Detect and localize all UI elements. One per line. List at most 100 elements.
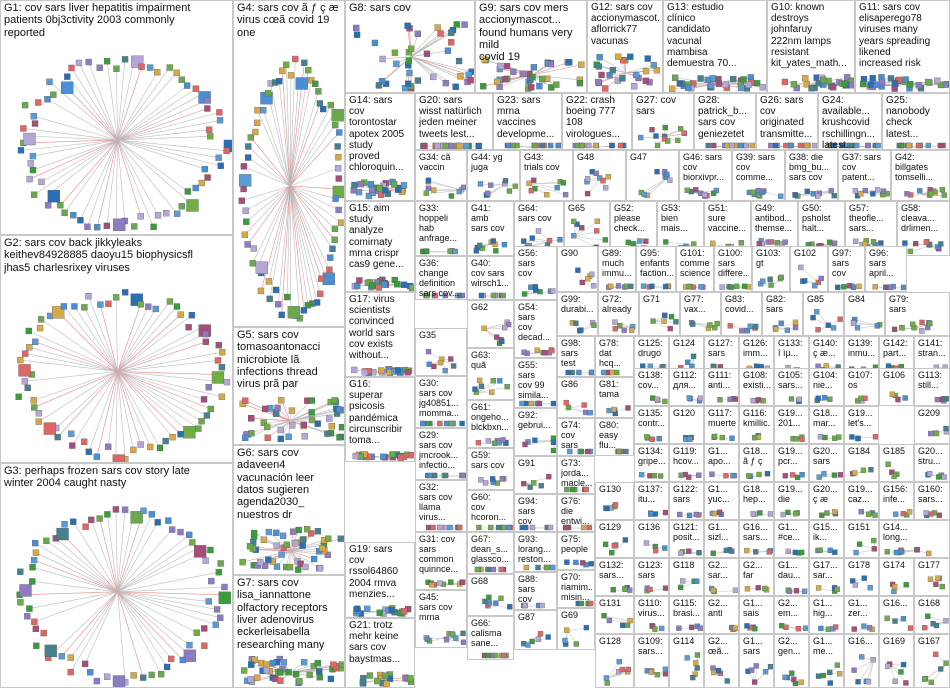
node-avatar[interactable] [112, 294, 120, 301]
group-g95[interactable]: G95: enfants faction... [636, 246, 676, 292]
node-avatar[interactable] [401, 608, 408, 615]
group-g61[interactable]: G61: ongeho... blckbxn... [467, 400, 514, 448]
group-g104[interactable]: G104: nie... [809, 368, 844, 406]
node-avatar[interactable] [596, 54, 603, 61]
node-avatar[interactable] [662, 671, 668, 677]
node-avatar[interactable] [750, 398, 756, 404]
node-avatar[interactable] [925, 613, 931, 619]
node-avatar[interactable] [557, 237, 563, 243]
node-avatar[interactable] [300, 307, 308, 314]
node-avatar[interactable] [836, 434, 842, 440]
node-avatar[interactable] [697, 395, 703, 401]
node-avatar[interactable] [571, 218, 577, 225]
node-avatar[interactable] [505, 142, 511, 149]
node-avatar[interactable] [264, 89, 272, 97]
node-avatar[interactable] [612, 326, 618, 332]
node-avatar[interactable] [357, 180, 364, 188]
group-g127[interactable]: G127: sars [704, 336, 739, 377]
group-g120[interactable]: G120 [669, 406, 704, 444]
node-avatar[interactable] [442, 142, 449, 149]
node-avatar[interactable] [729, 548, 735, 554]
node-avatar[interactable] [248, 430, 255, 437]
node-avatar[interactable] [432, 292, 438, 299]
node-avatar[interactable] [283, 61, 290, 68]
node-avatar[interactable] [654, 142, 661, 149]
node-avatar[interactable] [521, 291, 528, 297]
node-avatar[interactable] [802, 625, 808, 631]
node-avatar[interactable] [841, 80, 848, 87]
node-avatar[interactable] [502, 178, 509, 184]
node-avatar[interactable] [848, 82, 854, 89]
node-avatar[interactable] [44, 202, 52, 209]
group-g79[interactable]: G79: sars [885, 292, 950, 336]
node-avatar[interactable] [727, 323, 733, 329]
node-avatar[interactable] [728, 284, 734, 290]
node-avatar[interactable] [616, 448, 622, 455]
node-avatar[interactable] [368, 186, 376, 193]
node-avatar[interactable] [738, 240, 744, 246]
node-avatar[interactable] [529, 638, 535, 645]
node-avatar[interactable] [249, 260, 256, 267]
group-g48[interactable]: G48 [573, 150, 626, 201]
group-g100[interactable]: G100: sars differe... [714, 246, 752, 292]
node-avatar[interactable] [192, 184, 199, 192]
group-g13[interactable]: G13: estudio clínico candidato vacunal m… [663, 0, 767, 93]
node-avatar[interactable] [766, 549, 772, 555]
node-avatar[interactable] [502, 325, 508, 331]
node-avatar[interactable] [578, 327, 584, 333]
node-avatar[interactable] [853, 549, 859, 556]
node-avatar[interactable] [318, 275, 325, 282]
node-avatar[interactable] [821, 395, 828, 401]
node-avatar[interactable] [44, 96, 51, 103]
node-avatar[interactable] [835, 284, 841, 290]
group-g5[interactable]: G5: sars cov tomasoantonacci microbiote … [233, 327, 345, 445]
node-avatar[interactable] [651, 473, 657, 479]
node-avatar[interactable] [760, 278, 766, 284]
group-g75[interactable]: G75: people [557, 532, 595, 570]
node-avatar[interactable] [380, 453, 387, 460]
node-avatar[interactable] [223, 139, 232, 153]
node-avatar[interactable] [193, 629, 200, 636]
node-avatar[interactable] [539, 142, 545, 149]
node-avatar[interactable] [569, 486, 576, 493]
node-avatar[interactable] [521, 349, 527, 355]
node-avatar[interactable] [906, 142, 912, 149]
node-avatar[interactable] [35, 99, 42, 106]
node-avatar[interactable] [782, 674, 788, 680]
node-avatar[interactable] [383, 680, 390, 687]
node-avatar[interactable] [423, 248, 430, 254]
node-avatar[interactable] [437, 30, 444, 37]
node-avatar[interactable] [519, 524, 525, 531]
node-avatar[interactable] [820, 672, 826, 679]
node-avatar[interactable] [493, 652, 499, 659]
node-avatar[interactable] [17, 147, 25, 154]
node-avatar[interactable] [583, 486, 589, 493]
group-g121[interactable]: G121: posit... [669, 520, 704, 558]
node-avatar[interactable] [336, 434, 343, 441]
node-avatar[interactable] [301, 433, 308, 440]
node-avatar[interactable] [923, 510, 929, 516]
node-avatar[interactable] [560, 180, 567, 186]
node-avatar[interactable] [254, 674, 261, 681]
node-avatar[interactable] [804, 142, 810, 149]
node-avatar[interactable] [325, 535, 332, 542]
group-g108[interactable]: G108: existi... [739, 368, 774, 406]
node-avatar[interactable] [799, 436, 805, 443]
node-avatar[interactable] [562, 637, 568, 644]
node-avatar[interactable] [567, 448, 573, 455]
node-avatar[interactable] [273, 563, 281, 570]
node-avatar[interactable] [654, 672, 661, 678]
node-avatar[interactable] [527, 76, 534, 84]
node-avatar[interactable] [531, 177, 537, 183]
node-avatar[interactable] [71, 303, 78, 310]
node-avatar[interactable] [550, 288, 556, 294]
group-g28[interactable]: G28: patrick_b... sars cov geniezetet [694, 93, 756, 150]
group-g19f[interactable]: G19: sars cov rssol64860 2004 rmva menzi… [345, 542, 415, 618]
node-avatar[interactable] [644, 55, 651, 62]
node-avatar[interactable] [497, 62, 504, 70]
node-avatar[interactable] [535, 228, 542, 234]
node-avatar[interactable] [574, 221, 580, 227]
node-avatar[interactable] [855, 435, 861, 442]
node-avatar[interactable] [198, 418, 205, 425]
node-avatar[interactable] [915, 142, 922, 149]
